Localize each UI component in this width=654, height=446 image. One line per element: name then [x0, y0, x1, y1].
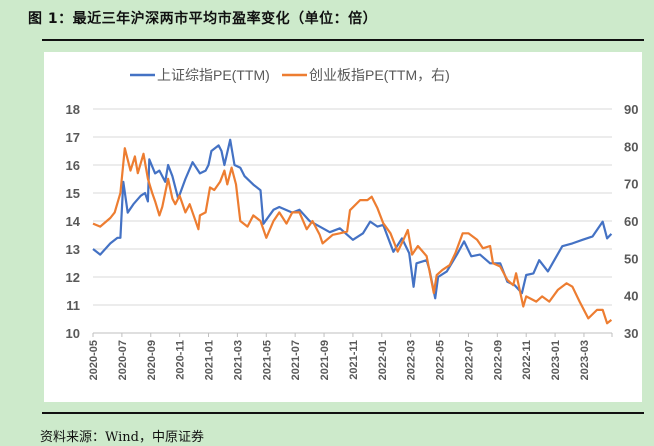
y-right-tick-label: 50 — [624, 251, 638, 266]
x-tick-label: 2022-05 — [435, 340, 447, 380]
x-tick-label: 2021-03 — [232, 340, 244, 380]
x-tick-label: 2021-11 — [348, 340, 360, 380]
y-left-tick-label: 10 — [66, 326, 80, 341]
y-left-tick-label: 17 — [66, 130, 80, 145]
title-rule — [42, 39, 644, 41]
y-right-tick-label: 30 — [624, 326, 638, 341]
x-tick-label: 2023-01 — [550, 340, 562, 380]
y-left-tick-label: 15 — [66, 186, 80, 201]
x-tick-label: 2020-05 — [88, 340, 100, 380]
series-line-chinext — [92, 147, 613, 325]
y-right-tick-label: 70 — [624, 177, 638, 192]
source-note: 资料来源：Wind，中原证券 — [40, 430, 204, 445]
y-right-tick-label: 40 — [624, 289, 638, 304]
x-tick-label: 2022-09 — [492, 340, 504, 380]
legend-label: 创业板指PE(TTM，右) — [309, 67, 450, 83]
y-right-tick-label: 90 — [624, 102, 638, 117]
y-left-tick-label: 14 — [66, 214, 81, 229]
chart-panel — [44, 52, 642, 402]
x-tick-label: 2020-09 — [146, 340, 158, 380]
y-left-tick-label: 11 — [66, 298, 80, 313]
x-tick-label: 2021-07 — [290, 340, 302, 380]
y-left-tick-label: 18 — [66, 102, 80, 117]
x-tick-label: 2023-03 — [579, 340, 591, 380]
x-tick-label: 2022-07 — [463, 340, 475, 380]
x-tick-label: 2020-07 — [117, 340, 129, 380]
y-left-tick-label: 13 — [66, 242, 80, 257]
x-tick-label: 2021-01 — [204, 340, 216, 380]
x-tick-label: 2020-11 — [175, 340, 187, 380]
x-tick-label: 2022-03 — [406, 340, 418, 380]
x-tick-label: 2022-01 — [377, 340, 389, 380]
legend-label: 上证综指PE(TTM) — [157, 67, 270, 83]
bottom-rule — [42, 412, 644, 414]
y-right-tick-label: 60 — [624, 214, 638, 229]
series-line-sse — [92, 138, 613, 300]
x-tick-label: 2022-11 — [521, 340, 533, 380]
y-left-tick-label: 12 — [66, 270, 80, 285]
y-left-tick-label: 16 — [66, 158, 80, 173]
x-tick-label: 2021-05 — [261, 340, 273, 380]
figure-title: 图 1：最近三年沪深两市平均市盈率变化（单位：倍） — [28, 11, 378, 27]
y-right-tick-label: 80 — [624, 139, 638, 154]
x-tick-label: 2021-09 — [319, 340, 331, 380]
